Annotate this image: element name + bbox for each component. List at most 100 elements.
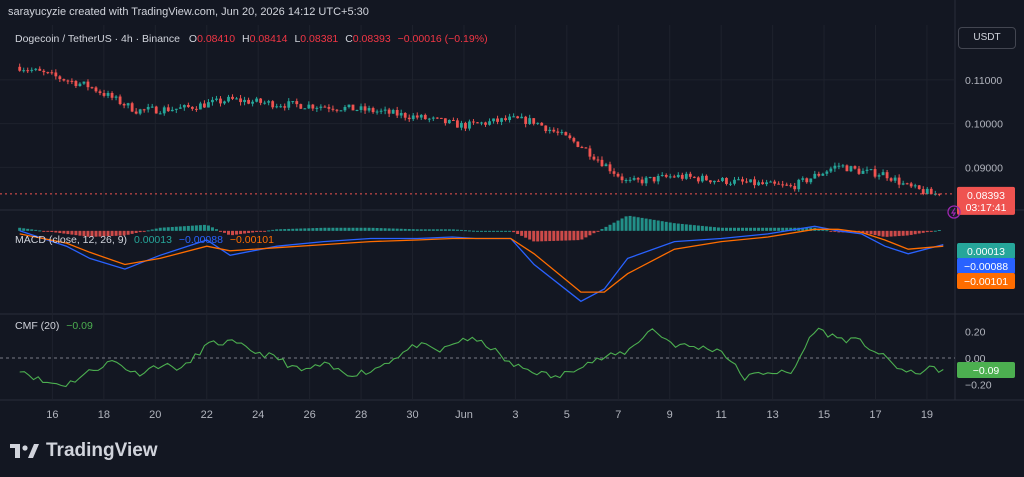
tradingview-logo-icon — [10, 444, 39, 458]
macd-hist-bar — [403, 228, 407, 231]
candle-body — [70, 80, 74, 82]
symbol-label[interactable]: Dogecoin / TetherUS · 4h · Binance — [15, 33, 180, 45]
y-tick-label: 0.10000 — [965, 119, 1003, 131]
macd-hist-bar — [801, 227, 805, 231]
high-value: 0.08414 — [249, 33, 288, 45]
macd-hist-bar — [122, 230, 126, 236]
candle-body — [901, 183, 905, 185]
macd-hist-bar — [568, 230, 572, 241]
macd-hist-bar — [279, 229, 283, 231]
candle-body — [620, 176, 624, 181]
candle-body — [584, 147, 588, 149]
macd-hist-bar — [576, 230, 580, 241]
candle-body — [825, 171, 829, 174]
candle-body — [777, 183, 781, 185]
macd-hist-bar — [777, 227, 781, 231]
candle-body — [223, 101, 226, 104]
candle-body — [496, 118, 499, 122]
candle-body — [451, 119, 455, 121]
macd-hist-bar — [837, 230, 841, 233]
candle-body — [203, 103, 206, 108]
x-tick-label: 3 — [512, 409, 518, 421]
candle-body — [761, 182, 765, 185]
candle-body — [572, 138, 576, 142]
x-tick-label: 9 — [667, 409, 673, 421]
x-tick-label: 7 — [615, 409, 621, 421]
macd-hist-bar — [347, 227, 351, 231]
candle-body — [500, 118, 503, 122]
macd-hist-bar — [130, 230, 134, 234]
candle-body — [22, 70, 26, 72]
candle-body — [407, 117, 411, 120]
candle-body — [925, 188, 929, 195]
macd-hist-bar — [640, 217, 644, 231]
candle-body — [275, 106, 279, 108]
candle-body — [805, 178, 809, 183]
macd-hist-bar — [178, 226, 182, 231]
candle-body — [596, 159, 600, 161]
macd-hist-bar — [331, 227, 335, 231]
cmf-tick-label: 0.20 — [965, 326, 986, 338]
candle-body — [648, 176, 652, 178]
macd-pane[interactable] — [18, 215, 944, 303]
macd-hist-bar — [50, 230, 54, 232]
cmf-pane[interactable] — [0, 327, 955, 388]
candle-body — [323, 106, 327, 108]
candle-body — [102, 93, 106, 96]
macd-hist-bar — [419, 229, 423, 231]
candle-body — [62, 79, 66, 81]
price-pane[interactable] — [0, 63, 955, 197]
candle-body — [845, 165, 849, 172]
candle-body — [315, 107, 319, 109]
macd-hist-bar — [154, 228, 158, 231]
macd-hist-bar — [291, 228, 295, 231]
alert-icon — [947, 205, 961, 219]
macd-hist-bar — [379, 228, 383, 231]
candle-body — [379, 110, 383, 112]
candle-body — [552, 129, 556, 132]
candle-body — [427, 118, 431, 120]
y-tick-label: 0.09000 — [965, 162, 1003, 174]
cmf-legend[interactable]: CMF (20) −0.09 — [15, 320, 93, 332]
candle-body — [38, 68, 42, 71]
macd-line-value: −0.00088 — [178, 234, 223, 246]
candle-body — [375, 111, 379, 113]
macd-hist-bar — [696, 225, 700, 231]
macd-hist-bar — [343, 227, 347, 231]
candle-body — [512, 116, 516, 118]
candle-body — [628, 179, 632, 181]
candle-body — [568, 135, 572, 139]
macd-signal-value: −0.00101 — [229, 234, 274, 246]
candle-body — [395, 109, 399, 116]
macd-hist-bar — [227, 230, 231, 235]
macd-hist-bar — [873, 230, 877, 236]
macd-hist-bar — [933, 230, 937, 232]
macd-hist-bar — [536, 230, 540, 242]
macd-hist-bar — [720, 227, 724, 231]
macd-legend[interactable]: MACD (close, 12, 26, 9) 0.00013 −0.00088… — [15, 234, 274, 246]
candle-body — [492, 118, 495, 122]
currency-button[interactable]: USDT — [958, 27, 1016, 49]
macd-hist-bar — [692, 225, 696, 231]
candle-body — [74, 80, 78, 87]
candle-body — [247, 99, 250, 104]
macd-hist-bar — [821, 229, 825, 231]
low-value: 0.08381 — [300, 33, 339, 45]
candle-body — [178, 107, 182, 109]
macd-hist-bar — [198, 225, 202, 231]
macd-hist-bar — [114, 230, 118, 236]
macd-hist-bar — [415, 229, 419, 231]
tradingview-logo[interactable]: TradingView — [10, 440, 158, 462]
macd-hist-bar — [724, 227, 728, 231]
candle-body — [182, 105, 186, 108]
candle-body — [765, 182, 769, 185]
macd-hist-bar — [427, 229, 431, 231]
macd-hist-bar — [170, 226, 174, 231]
macd-hist-bar — [604, 226, 608, 231]
candle-body — [190, 106, 194, 109]
macd-hist-bar — [700, 225, 704, 231]
macd-hist-bar — [728, 227, 732, 231]
macd-hist-bar — [299, 228, 303, 231]
macd-hist-bar — [504, 230, 508, 232]
